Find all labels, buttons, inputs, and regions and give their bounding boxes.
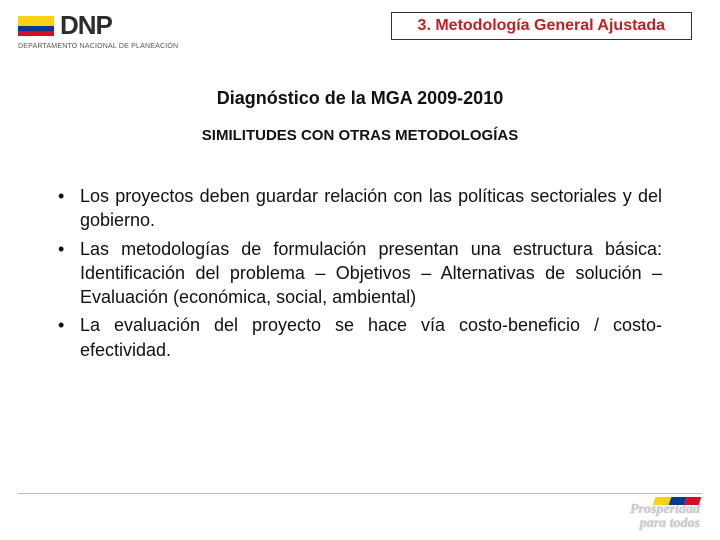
- footer-flag-icon: [653, 497, 702, 505]
- section-title-box: 3. Metodología General Ajustada: [391, 12, 692, 40]
- prosperidad-logo: Prosperidad para todos: [630, 497, 700, 532]
- list-item: La evaluación del proyecto se hace vía c…: [58, 313, 662, 362]
- logo-block: DNP: [18, 10, 112, 41]
- footer-text-line2: para todos: [630, 517, 700, 532]
- colombia-flag-icon: [18, 16, 54, 36]
- diagnostic-title: Diagnóstico de la MGA 2009-2010: [0, 88, 720, 109]
- logo-text: DNP: [60, 10, 112, 41]
- list-item: Los proyectos deben guardar relación con…: [58, 184, 662, 233]
- dnp-logo: DNP DEPARTAMENTO NACIONAL DE PLANEACIÓN: [18, 10, 178, 50]
- section-title: 3. Metodología General Ajustada: [418, 17, 665, 34]
- slide-header: DNP DEPARTAMENTO NACIONAL DE PLANEACIÓN …: [0, 0, 720, 58]
- similitudes-title: SIMILITUDES CON OTRAS METODOLOGÍAS: [0, 127, 720, 144]
- footer-divider: [18, 493, 702, 494]
- list-item: Las metodologías de formulación presenta…: [58, 237, 662, 310]
- logo-subtitle: DEPARTAMENTO NACIONAL DE PLANEACIÓN: [18, 43, 178, 50]
- bullet-list: Los proyectos deben guardar relación con…: [58, 184, 662, 362]
